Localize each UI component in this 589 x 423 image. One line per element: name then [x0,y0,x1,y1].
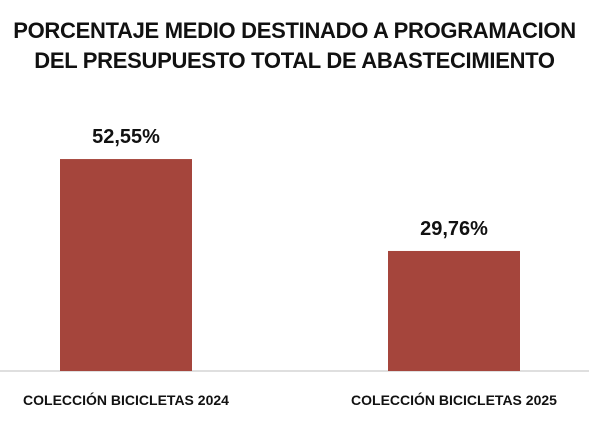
bar-2 [388,250,520,371]
chart-title-line-2: DEL PRESUPUESTO TOTAL DE ABASTECIMIENTO [34,48,555,73]
chart-title: PORCENTAJE MEDIO DESTINADO A PROGRAMACIO… [0,16,589,76]
data-label-1: 52,55% [92,126,160,148]
category-label-2: COLECCIÓN BICICLETAS 2025 [351,391,557,408]
chart-title-line-1: PORCENTAJE MEDIO DESTINADO A PROGRAMACIO… [13,18,576,43]
data-label-2: 29,76% [420,218,488,240]
category-label-1: COLECCIÓN BICICLETAS 2024 [23,391,229,408]
bar-1 [60,159,192,371]
